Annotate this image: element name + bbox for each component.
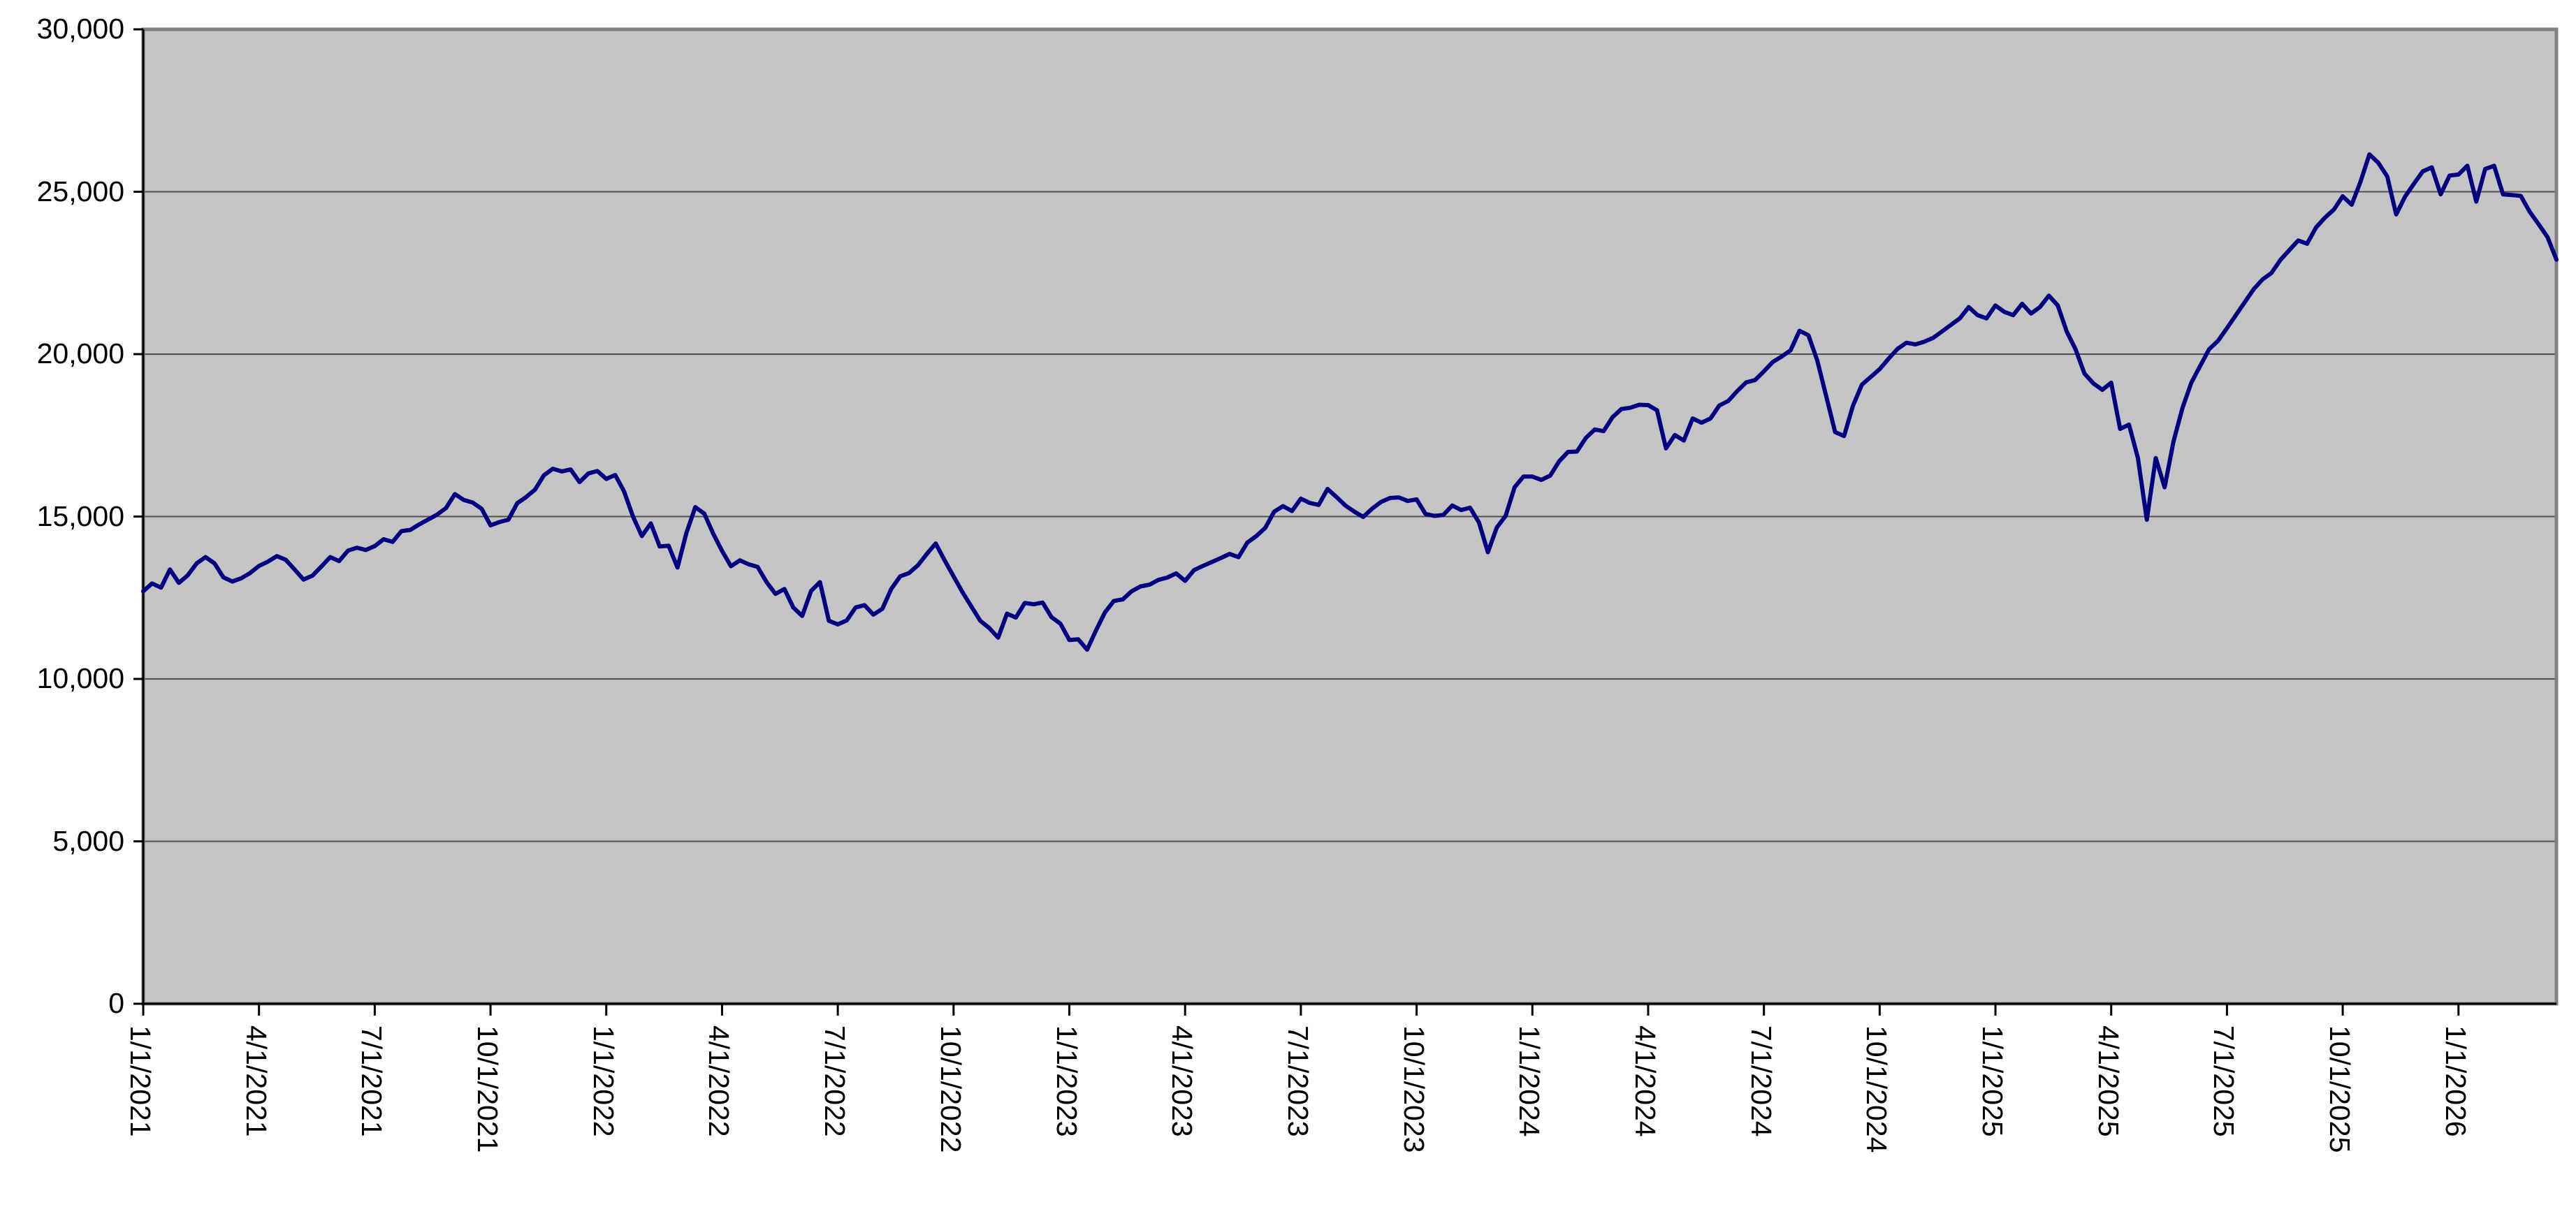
y-tick-label: 5,000 (52, 824, 124, 857)
y-tick-label: 15,000 (36, 499, 124, 532)
x-tick-label: 7/1/2022 (819, 1025, 852, 1137)
x-tick-label: 1/1/2022 (587, 1025, 620, 1137)
x-tick-label: 1/1/2024 (1513, 1025, 1546, 1137)
y-tick-label: 25,000 (36, 175, 124, 207)
y-tick-label: 10,000 (36, 662, 124, 694)
x-tick-label: 4/1/2023 (1166, 1025, 1199, 1137)
x-tick-label: 1/1/2025 (1977, 1025, 2009, 1137)
y-tick-label: 30,000 (36, 13, 124, 45)
price-series-line (141, 152, 2559, 652)
x-tick-label: 1/1/2026 (2439, 1025, 2472, 1137)
x-tick-label: 10/1/2025 (2324, 1025, 2357, 1153)
x-tick-label: 4/1/2025 (2092, 1025, 2125, 1137)
y-tick-label: 20,000 (36, 337, 124, 370)
x-tick-label: 10/1/2023 (1397, 1025, 1430, 1153)
x-tick-label: 10/1/2022 (934, 1025, 967, 1153)
y-tick-label: 0 (108, 987, 124, 1019)
x-tick-label: 4/1/2024 (1629, 1025, 1661, 1137)
x-tick-label: 4/1/2021 (240, 1025, 272, 1137)
x-tick-label: 1/1/2021 (124, 1025, 157, 1137)
x-tick-label: 7/1/2025 (2208, 1025, 2241, 1137)
x-tick-label: 7/1/2023 (1281, 1025, 1314, 1137)
x-tick-label: 10/1/2024 (1861, 1025, 1893, 1153)
x-tick-label: 4/1/2022 (703, 1025, 736, 1137)
x-tick-label: 7/1/2021 (356, 1025, 388, 1137)
x-tick-label: 7/1/2024 (1745, 1025, 1777, 1137)
x-tick-label: 10/1/2021 (472, 1025, 504, 1153)
x-tick-label: 1/1/2023 (1050, 1025, 1083, 1137)
